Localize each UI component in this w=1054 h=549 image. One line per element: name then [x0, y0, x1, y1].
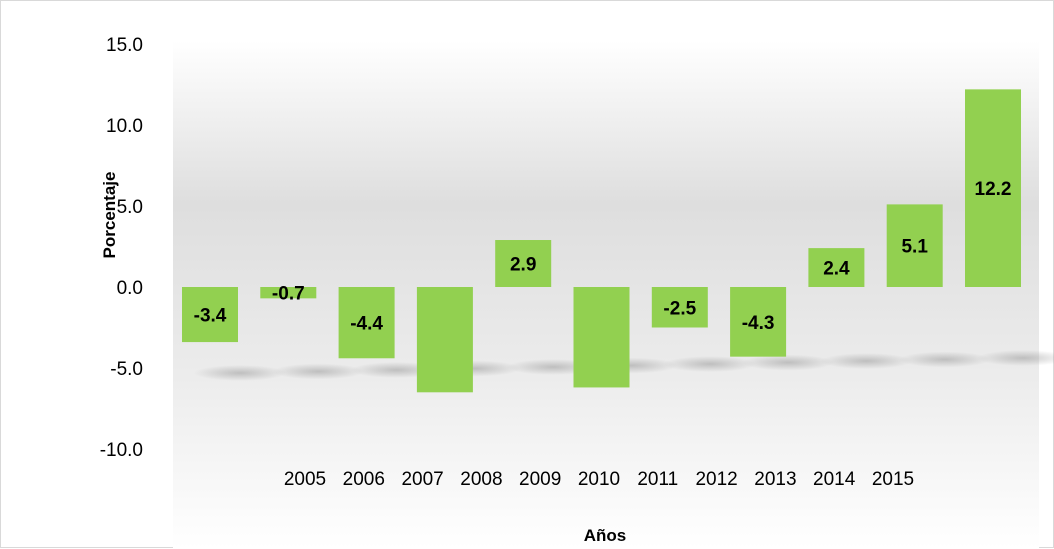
bar-2011 [651, 287, 708, 328]
y-tick-label: -10.0 [100, 440, 143, 461]
data-label-2011: -2.5 [663, 298, 696, 319]
y-axis-title: Porcentaje [100, 172, 119, 259]
bar-2009 [495, 240, 552, 287]
y-tick-label: -5.0 [110, 359, 143, 380]
x-category-label: 2014 [813, 469, 856, 490]
bar-2005 [182, 287, 238, 343]
y-tick-label: 15.0 [106, 35, 143, 56]
x-category-label: 2008 [460, 469, 502, 490]
x-category-label: 2015 [872, 469, 914, 490]
bar-2012 [730, 287, 787, 357]
bar-shadow [194, 365, 286, 381]
x-category-label: 2005 [284, 469, 326, 490]
bar-shadow [898, 351, 991, 368]
y-tick-label: 5.0 [117, 197, 143, 218]
x-category-label: 2007 [401, 469, 443, 490]
x-category-label: 2012 [695, 469, 737, 490]
y-tick-label: 10.0 [106, 116, 143, 137]
data-label-2007: -4.4 [350, 314, 383, 335]
x-category-label: 2010 [578, 469, 620, 490]
data-label-2013: 2.4 [823, 259, 850, 280]
bar-2014 [886, 204, 943, 287]
bar-2010 [573, 287, 630, 388]
bar-shadow [820, 353, 913, 369]
bar-shadow [272, 363, 365, 380]
data-label-2006: -0.7 [272, 284, 305, 305]
x-category-label: 2011 [637, 469, 678, 490]
bar-2013 [808, 248, 865, 287]
x-category-label: 2009 [519, 469, 561, 490]
data-label-2005: -3.4 [194, 306, 227, 327]
bar-2015 [965, 89, 1021, 287]
x-axis-categories: 2005 2006 2007 2008 2009 2010 2011 2012 2013 2014… [284, 469, 914, 490]
bar-shadow [977, 350, 1054, 366]
bar-shadow [742, 354, 835, 371]
data-label-2015: 12.2 [975, 179, 1012, 200]
x-category-label: 2006 [343, 469, 385, 490]
x-axis-title: Años [584, 526, 627, 545]
x-category-label: 2013 [754, 469, 796, 490]
y-tick-label: 0.0 [117, 278, 143, 299]
bar-2006 [260, 287, 317, 299]
data-label-2014: 5.1 [901, 237, 928, 258]
bar-shadow [663, 356, 756, 372]
bar-2007 [338, 287, 395, 359]
bars: -3.4 -0.7 -4.4 2.9 -2.5 -4.3 2.4 5.1 12.2 [182, 89, 1021, 393]
y-axis-ticks: 15.0 10.0 5.0 0.0 -5.0 -10.0 [100, 35, 143, 461]
bar-2008 [416, 287, 473, 393]
data-label-2012: -4.3 [742, 313, 775, 334]
data-label-2009: 2.9 [510, 255, 536, 276]
